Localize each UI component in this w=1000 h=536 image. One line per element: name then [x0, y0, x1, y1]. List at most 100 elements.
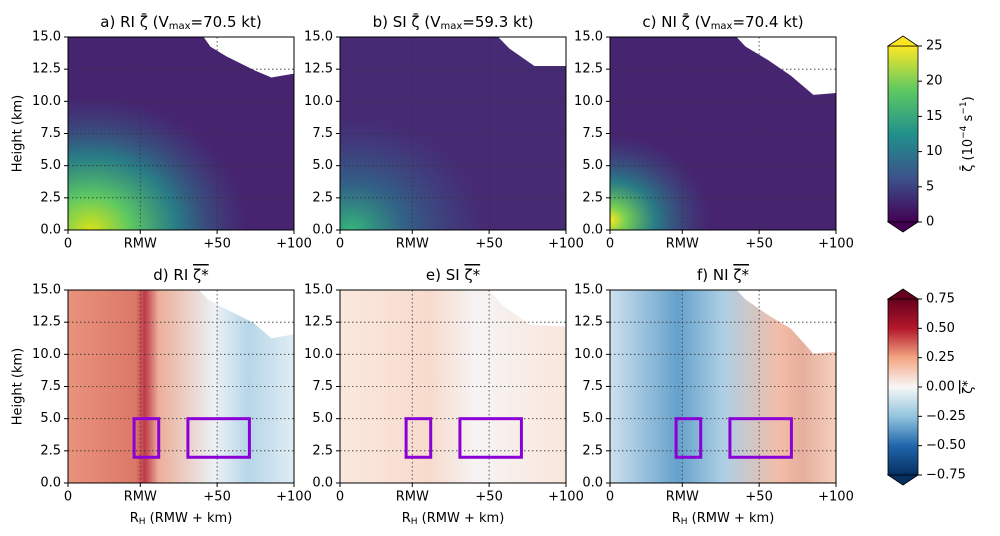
missing-data [199, 290, 294, 339]
y-tick-label: 15.0 [574, 283, 603, 298]
x-tick-label: RMW [396, 237, 429, 252]
y-tick-label: 5.0 [312, 158, 333, 173]
panel-title: b) SI ζ̄ (Vmax=59.3 kt) [373, 12, 534, 32]
analysis-box [186, 417, 251, 459]
panel-title: c) NI ζ̄ (Vmax=70.4 kt) [642, 12, 803, 32]
y-tick-label: 2.5 [582, 443, 603, 458]
y-tick-label: 0.0 [40, 476, 61, 491]
title-over: ζ* [193, 266, 209, 284]
y-tick-label: 15.0 [304, 283, 333, 298]
title-rest: =70.5 kt) [191, 13, 262, 31]
x-label-rest: (RMW + km) [418, 511, 505, 526]
axes-frame [67, 36, 295, 231]
y-tick-label: 15.0 [32, 283, 61, 298]
x-tick-label: +50 [475, 237, 502, 252]
axes-frame [609, 36, 837, 231]
colorbar-tick-label: 0.00 [926, 380, 955, 395]
missing-data [498, 37, 566, 66]
analysis-box [728, 417, 793, 459]
missing-data [203, 37, 294, 78]
y-axis-label: Height (km) [11, 95, 26, 172]
colorbar-tick-label: −0.50 [926, 438, 966, 453]
colorbar-tick-label: 20 [926, 74, 943, 89]
colorbar-tick-label: 0.50 [926, 321, 955, 336]
y-tick-label: 15.0 [32, 30, 61, 45]
x-tick-label: +50 [203, 490, 230, 505]
missing-data [736, 37, 836, 95]
x-tick-label: +50 [475, 490, 502, 505]
colorbar-label-mid: s [961, 114, 976, 125]
y-tick-label: 10.0 [304, 347, 333, 362]
x-label-main: R [130, 511, 139, 526]
colorbar [887, 298, 919, 476]
colorbar-tick-label: 0.75 [926, 292, 955, 307]
x-tick-label: 0 [606, 237, 614, 252]
y-tick-label: 12.5 [32, 62, 61, 77]
y-tick-label: 5.0 [40, 158, 61, 173]
colorbar-tick-label: 15 [926, 109, 943, 124]
title-text: a) RI ζ̄ (V [100, 12, 169, 31]
x-tick-label: +50 [745, 237, 772, 252]
y-tick-label: 12.5 [574, 315, 603, 330]
y-tick-label: 7.5 [582, 379, 603, 394]
missing-data [489, 290, 566, 327]
title-sub: max [711, 21, 733, 32]
x-axis-label: RH (RMW + km) [130, 511, 233, 527]
colorbar-tick-label: 5 [926, 179, 934, 194]
x-label-rest: (RMW + km) [688, 511, 775, 526]
y-tick-label: 0.0 [40, 223, 61, 238]
axes-frame [67, 289, 295, 484]
analysis-box [458, 417, 523, 459]
colorbar-label-text: ζ̄ (10 [960, 139, 975, 172]
y-tick-label: 7.5 [582, 126, 603, 141]
x-tick-label: +100 [818, 490, 854, 505]
colorbar-cap [886, 474, 920, 486]
y-tick-label: 2.5 [40, 190, 61, 205]
colorbar-label: ζ̄ (10−4 s−1) [959, 96, 976, 171]
title-rest: =59.3 kt) [462, 13, 533, 31]
x-tick-label: +100 [276, 237, 312, 252]
x-tick-label: +100 [548, 237, 584, 252]
colorbar-label: ζ* [961, 380, 976, 394]
panel-title: e) SI ζ* [426, 266, 481, 284]
x-tick-label: 0 [606, 490, 614, 505]
y-tick-label: 2.5 [312, 190, 333, 205]
y-tick-label: 10.0 [32, 94, 61, 109]
x-label-rest: (RMW + km) [146, 511, 233, 526]
x-label-sub: H [411, 517, 418, 527]
y-tick-label: 7.5 [312, 379, 333, 394]
y-tick-label: 10.0 [574, 94, 603, 109]
y-tick-label: 15.0 [574, 30, 603, 45]
x-tick-label: RMW [396, 490, 429, 505]
y-tick-label: 7.5 [40, 379, 61, 394]
y-tick-label: 7.5 [40, 126, 61, 141]
x-axis-label: RH (RMW + km) [672, 511, 775, 527]
x-tick-label: +100 [818, 237, 854, 252]
y-tick-label: 12.5 [304, 315, 333, 330]
x-tick-label: RMW [666, 237, 699, 252]
x-tick-label: +50 [745, 490, 772, 505]
y-tick-label: 2.5 [312, 443, 333, 458]
colorbar-tick-label: 25 [926, 39, 943, 54]
x-tick-label: 0 [64, 490, 72, 505]
x-tick-label: RMW [124, 237, 157, 252]
y-tick-label: 2.5 [40, 443, 61, 458]
title-rest: =70.4 kt) [732, 13, 803, 31]
axes-frame [339, 36, 567, 231]
title-text: b) SI ζ̄ (V [373, 12, 442, 31]
x-tick-label: +100 [276, 490, 312, 505]
x-axis-label: RH (RMW + km) [402, 511, 505, 527]
colorbar-tick-label: 10 [926, 144, 943, 159]
colorbar-tick-label: −0.75 [926, 468, 966, 483]
colorbar-label-over: ζ* [961, 380, 976, 394]
x-tick-label: +100 [548, 490, 584, 505]
y-tick-label: 0.0 [582, 476, 603, 491]
axes-frame [339, 289, 567, 484]
title-text: f) NI [697, 266, 733, 284]
x-tick-label: 0 [336, 490, 344, 505]
colorbar-tick-label: 0 [926, 215, 934, 230]
y-tick-label: 12.5 [32, 315, 61, 330]
title-over: ζ* [464, 266, 480, 284]
axes-frame [609, 289, 837, 484]
panel-title: f) NI ζ* [697, 266, 749, 284]
